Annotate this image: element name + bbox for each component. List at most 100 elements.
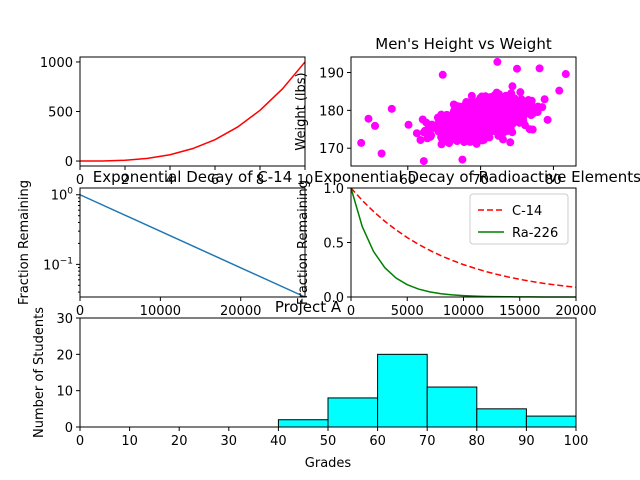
y-tick-label: 1000 bbox=[40, 56, 73, 71]
scatter-point bbox=[474, 134, 483, 143]
y-tick-label: 30 bbox=[56, 312, 73, 327]
x-tick-label: 80 bbox=[469, 434, 486, 449]
x-tick-label: 0 bbox=[76, 304, 84, 319]
series-line-c-14 bbox=[350, 187, 577, 289]
x-tick-label: 0 bbox=[76, 434, 84, 449]
y-axis-label: Number of Students bbox=[32, 307, 47, 438]
y-tick-label: 0 bbox=[65, 155, 73, 170]
scatter-point bbox=[499, 115, 508, 124]
y-axis-label: Weight (lbs) bbox=[294, 72, 309, 150]
scatter-point bbox=[377, 149, 386, 158]
x-tick-label: 10 bbox=[297, 173, 314, 188]
y-tick-label: 190 bbox=[319, 67, 344, 82]
scatter-point bbox=[416, 135, 425, 144]
scatter-point bbox=[484, 107, 493, 116]
y-tick-label: 100 bbox=[51, 187, 74, 204]
y-tick-label: 180 bbox=[319, 104, 344, 119]
cubic-series-line bbox=[79, 61, 306, 162]
y-tick-label: 10 bbox=[56, 385, 73, 400]
scatter-point bbox=[506, 124, 515, 133]
histogram-bar bbox=[476, 408, 527, 428]
scatter-point bbox=[447, 112, 456, 121]
x-tick-label: 8 bbox=[256, 173, 264, 188]
scatter-point bbox=[460, 113, 469, 122]
x-tick-label: 20000 bbox=[555, 304, 596, 319]
scatter-point bbox=[444, 119, 453, 128]
x-tick-label: 100 bbox=[564, 434, 589, 449]
scatter-point bbox=[467, 91, 476, 100]
scatter-point bbox=[493, 57, 502, 66]
scatter-point bbox=[516, 100, 525, 109]
histogram-bar bbox=[426, 386, 478, 428]
scatter-point bbox=[513, 115, 522, 124]
scatter-point bbox=[500, 121, 509, 130]
y-tick-label: 0 bbox=[65, 421, 73, 436]
x-tick-label: 70 bbox=[419, 434, 436, 449]
legend-label: C-14 bbox=[512, 204, 542, 219]
scatter-point bbox=[474, 105, 483, 114]
scatter-point bbox=[523, 102, 532, 111]
x-tick-label: 10 bbox=[121, 434, 138, 449]
histogram-bar bbox=[327, 397, 379, 428]
scatter-point bbox=[535, 64, 544, 73]
axes-frame bbox=[350, 187, 577, 298]
scatter-point bbox=[499, 99, 508, 108]
histogram-bar bbox=[377, 353, 428, 428]
scatter-point bbox=[364, 114, 373, 123]
scatter-point bbox=[528, 125, 537, 134]
histogram-bar bbox=[525, 415, 577, 428]
scatter-point bbox=[418, 115, 427, 124]
y-tick-label: 170 bbox=[319, 142, 344, 157]
scatter-point bbox=[494, 108, 503, 117]
axes-frame bbox=[79, 187, 306, 298]
x-tick-label: 5000 bbox=[391, 304, 424, 319]
scatter-point bbox=[440, 137, 449, 146]
scatter-point bbox=[357, 138, 366, 147]
scatter-point bbox=[426, 132, 435, 141]
x-tick-label: 60 bbox=[400, 173, 417, 188]
x-tick-label: 2 bbox=[121, 173, 129, 188]
scatter-point bbox=[404, 120, 413, 129]
scatter-point bbox=[494, 94, 503, 103]
scatter-point bbox=[458, 155, 467, 164]
x-tick-label: 20 bbox=[171, 434, 188, 449]
scatter-point bbox=[561, 70, 570, 79]
chart-title: Exponential Decay of Radioactive Element… bbox=[314, 168, 640, 186]
legend-label: Ra-226 bbox=[512, 226, 558, 241]
x-tick-label: 0 bbox=[347, 304, 355, 319]
scatter-point bbox=[471, 112, 480, 121]
chart-title: Men's Height vs Weight bbox=[375, 35, 552, 53]
scatter-point bbox=[461, 121, 470, 130]
scatter-point bbox=[513, 64, 522, 73]
scatter-point bbox=[478, 126, 487, 135]
scatter-point bbox=[438, 70, 447, 79]
y-tick-label: 10−1 bbox=[43, 256, 73, 273]
y-tick-label: 500 bbox=[48, 106, 73, 121]
axes-frame bbox=[79, 317, 577, 428]
x-tick-label: 10000 bbox=[140, 304, 181, 319]
scatter-point bbox=[435, 114, 444, 123]
axes-frame bbox=[79, 56, 306, 167]
scatter-point bbox=[454, 107, 463, 116]
scatter-point bbox=[419, 157, 428, 166]
y-axis-label: Fraction Remaining bbox=[296, 180, 311, 305]
x-tick-label: 30 bbox=[221, 434, 238, 449]
scatter-point bbox=[480, 97, 489, 106]
axes-frame bbox=[350, 56, 577, 167]
y-tick-label: 0.0 bbox=[323, 291, 344, 306]
x-tick-label: 90 bbox=[518, 434, 535, 449]
scatter-point bbox=[371, 121, 380, 130]
scatter-point bbox=[464, 100, 473, 109]
x-tick-label: 15000 bbox=[499, 304, 540, 319]
histogram-bar bbox=[277, 419, 329, 428]
y-axis-label: Fraction Remaining bbox=[17, 180, 32, 305]
x-tick-label: 70 bbox=[472, 173, 489, 188]
c14-log-decay-line bbox=[79, 194, 306, 298]
scatter-point bbox=[533, 108, 542, 117]
x-tick-label: 50 bbox=[320, 434, 337, 449]
scatter-point bbox=[508, 82, 517, 91]
scatter-point bbox=[482, 115, 491, 124]
y-tick-label: 0.5 bbox=[323, 237, 344, 252]
x-tick-label: 6 bbox=[211, 173, 219, 188]
